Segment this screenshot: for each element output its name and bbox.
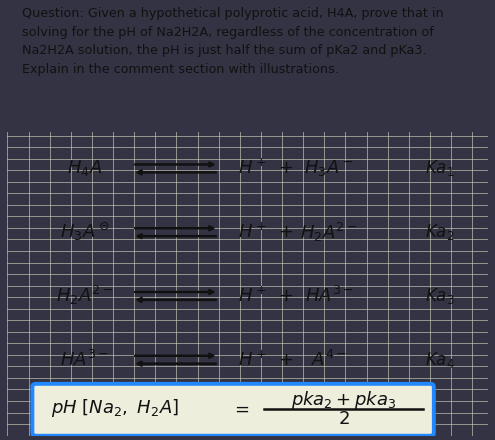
Text: $H_3A^-$: $H_3A^-$ [304, 158, 354, 179]
Text: $H^+$: $H^+$ [238, 223, 266, 242]
Text: $Ka_3$: $Ka_3$ [425, 286, 454, 306]
Text: $+$: $+$ [278, 287, 294, 305]
FancyBboxPatch shape [32, 384, 434, 436]
Text: $Ka_1$: $Ka_1$ [425, 158, 454, 179]
Text: $HA^{3-}$: $HA^{3-}$ [305, 286, 353, 306]
Text: $H_2A^{2-}$: $H_2A^{2-}$ [300, 220, 358, 244]
Text: $Ka_4$: $Ka_4$ [425, 350, 454, 370]
Text: $H^+$: $H^+$ [238, 159, 266, 178]
Text: $+$: $+$ [278, 351, 294, 369]
Text: $H_4A$: $H_4A$ [67, 158, 102, 179]
Text: $2$: $2$ [338, 410, 349, 428]
Text: $pH\ [Na_2,\ H_2A]$: $pH\ [Na_2,\ H_2A]$ [50, 397, 179, 419]
Text: $+$: $+$ [278, 159, 294, 177]
Text: $=$: $=$ [231, 399, 249, 417]
Text: $+$: $+$ [278, 223, 294, 241]
Text: $H_3A^\circleddash$: $H_3A^\circleddash$ [59, 221, 109, 243]
Text: $HA^{3-}$: $HA^{3-}$ [60, 350, 108, 370]
Text: Question: Given a hypothetical polyprotic acid, H4A, prove that in
solving for t: Question: Given a hypothetical polyproti… [22, 7, 444, 76]
Text: $H^+$: $H^+$ [238, 286, 266, 306]
Text: $H^+$: $H^+$ [238, 350, 266, 369]
Text: $H_2A^{2-}$: $H_2A^{2-}$ [55, 284, 113, 308]
Text: $pka_2 + pka_3$: $pka_2 + pka_3$ [291, 389, 396, 411]
Text: $Ka_2$: $Ka_2$ [425, 222, 454, 242]
Text: $A^{4-}$: $A^{4-}$ [311, 350, 347, 370]
